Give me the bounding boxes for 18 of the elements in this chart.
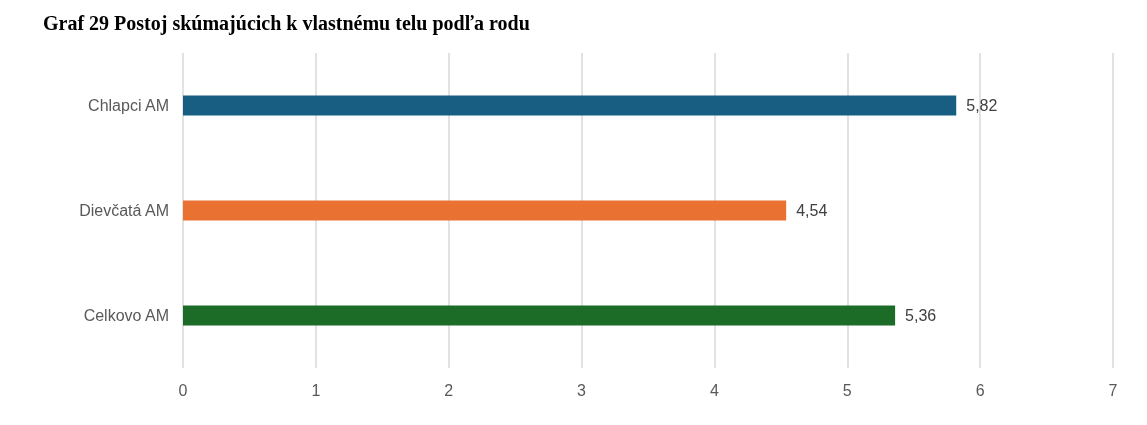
x-tick-label: 1: [311, 381, 321, 399]
chart-title: Graf 29 Postoj skúmajúcich k vlastnému telu podľa rodu: [43, 12, 530, 35]
y-tick-label: Celkovo AM: [83, 307, 169, 324]
x-tick-label: 2: [444, 381, 454, 399]
data-label: 5,82: [966, 97, 998, 114]
bar: [183, 305, 896, 326]
x-tick-label: 3: [577, 381, 587, 399]
x-tick-label: 6: [975, 381, 985, 399]
x-tick-label: 4: [709, 381, 719, 399]
bar: [183, 200, 787, 221]
y-tick-label: Chlapci AM: [88, 97, 169, 114]
x-tick-label: 0: [178, 381, 188, 399]
x-tick-label: 5: [842, 381, 852, 399]
data-label: 5,36: [905, 307, 937, 324]
y-tick-label: Dievčatá AM: [79, 202, 169, 219]
bar: [183, 95, 957, 116]
x-tick-label: 7: [1108, 381, 1118, 399]
data-label: 4,54: [796, 202, 828, 219]
